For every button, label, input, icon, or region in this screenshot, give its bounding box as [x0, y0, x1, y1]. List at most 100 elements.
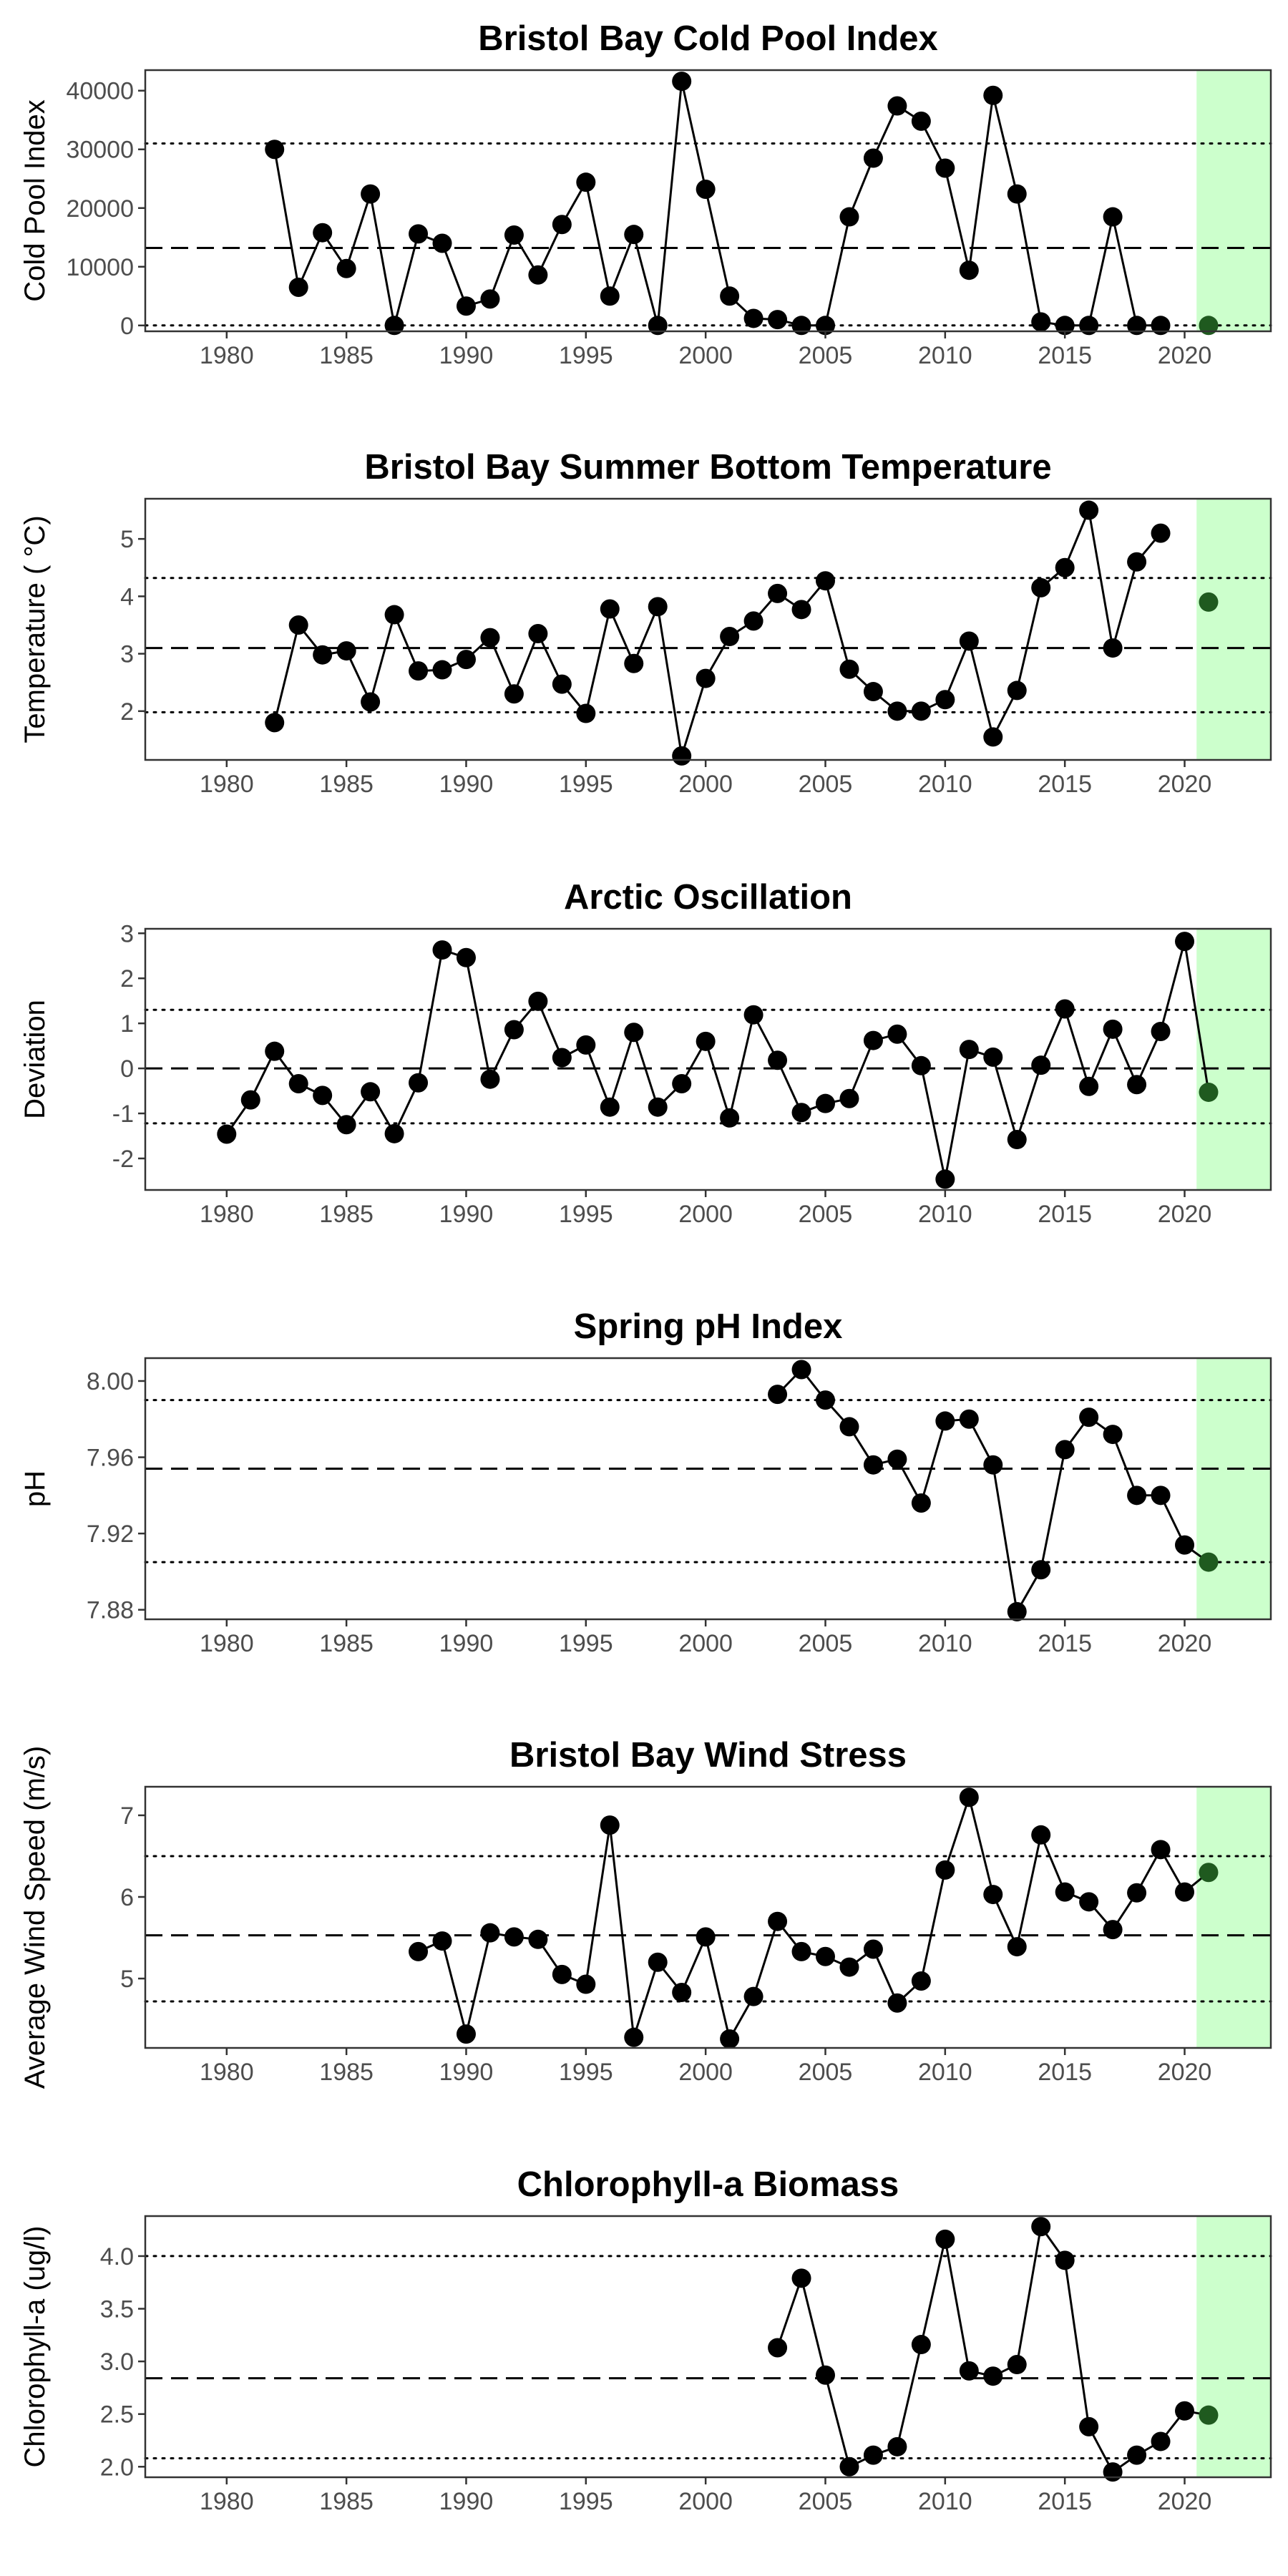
data-point: [1103, 1920, 1123, 1940]
last-data-point: [1199, 1863, 1219, 1883]
data-point: [336, 641, 356, 661]
data-point: [815, 571, 835, 591]
data-point: [648, 597, 668, 617]
plot-border: [144, 497, 1272, 761]
data-point: [1007, 184, 1027, 204]
highlight-band: [1196, 929, 1271, 1190]
data-point: [911, 1493, 931, 1513]
x-tick-label: 1985: [319, 1630, 374, 1657]
data-point: [1103, 1019, 1123, 1039]
data-point: [1127, 552, 1147, 572]
data-point: [1127, 1485, 1147, 1506]
data-point: [935, 158, 955, 178]
data-point: [983, 1455, 1003, 1475]
chart-title: Chlorophyll-a Biomass: [517, 2165, 899, 2204]
data-point: [265, 140, 285, 160]
data-point: [432, 1931, 452, 1951]
data-point: [935, 2229, 955, 2249]
data-point: [432, 660, 452, 680]
data-point: [1151, 1021, 1171, 1041]
data-point: [313, 223, 333, 243]
data-point: [696, 668, 716, 688]
data-point: [959, 260, 979, 280]
x-tick-label: 1985: [319, 1201, 374, 1228]
data-point: [600, 1097, 620, 1117]
data-point: [456, 296, 476, 316]
data-point: [1175, 1882, 1195, 1902]
data-point: [265, 713, 285, 733]
data-point: [288, 277, 308, 297]
data-point: [1055, 1440, 1075, 1460]
chart-title: Bristol Bay Cold Pool Index: [478, 19, 938, 58]
y-axis-label: Average Wind Speed (m/s): [19, 1746, 51, 2089]
data-point: [743, 1005, 763, 1025]
y-axis-label: pH: [19, 1470, 51, 1507]
data-point: [983, 85, 1003, 105]
data-point: [768, 1050, 788, 1070]
data-point: [409, 224, 429, 244]
last-data-point: [1199, 1082, 1219, 1102]
data-point: [480, 289, 500, 309]
y-tick-label: 2.5: [100, 2401, 134, 2429]
data-point: [743, 1986, 763, 2006]
x-tick-label: 1980: [200, 2488, 254, 2515]
x-tick-label: 2000: [678, 771, 733, 798]
data-point: [1079, 1076, 1099, 1096]
x-tick-label: 1990: [439, 342, 494, 369]
x-tick-label: 1990: [439, 2059, 494, 2086]
data-point: [1055, 999, 1075, 1019]
data-point: [743, 308, 763, 328]
y-tick-label: 0: [120, 313, 134, 340]
data-point: [815, 2365, 835, 2385]
x-tick-label: 1990: [439, 1630, 494, 1657]
x-tick-label: 1995: [559, 2059, 613, 2086]
data-point: [552, 215, 572, 235]
y-tick-label: 30000: [66, 137, 134, 164]
data-point: [935, 1411, 955, 1431]
data-point: [863, 1455, 883, 1475]
data-point: [480, 628, 500, 648]
data-point: [935, 1169, 955, 1189]
plot-border: [144, 69, 1272, 333]
data-point: [361, 692, 381, 712]
data-point: [911, 1055, 931, 1075]
x-tick-label: 1995: [559, 771, 613, 798]
data-point: [265, 1041, 285, 1061]
data-point: [313, 1085, 333, 1106]
y-axis-label: Cold Pool Index: [19, 99, 51, 301]
data-point: [863, 682, 883, 702]
chart-title: Bristol Bay Summer Bottom Temperature: [364, 448, 1051, 487]
x-tick-label: 2005: [799, 342, 853, 369]
data-point: [791, 2268, 811, 2288]
data-point: [504, 1020, 524, 1040]
data-point: [528, 624, 548, 644]
data-point: [839, 207, 859, 227]
data-point: [1007, 680, 1027, 701]
data-point: [600, 286, 620, 306]
y-tick-label: 4: [120, 583, 134, 610]
series-line: [273, 506, 1162, 756]
data-point: [768, 583, 788, 603]
y-tick-label: 5: [120, 526, 134, 553]
data-point: [1127, 1883, 1147, 1903]
y-tick-label: 6: [120, 1884, 134, 1911]
x-tick-label: 2010: [918, 1201, 972, 1228]
x-tick-label: 1985: [319, 342, 374, 369]
data-point: [720, 286, 740, 306]
y-tick-label: 3: [120, 920, 134, 947]
y-tick-label: 3: [120, 641, 134, 668]
series-line: [417, 1793, 1209, 2042]
x-tick-label: 2000: [678, 2059, 733, 2086]
data-point: [1103, 2462, 1123, 2482]
y-tick-label: 7.92: [87, 1521, 134, 1548]
data-point: [1151, 2431, 1171, 2451]
data-point: [959, 1409, 979, 1429]
x-tick-label: 2015: [1038, 342, 1092, 369]
data-point: [552, 674, 572, 694]
y-axis-label: Chlorophyll-a (ug/l): [19, 2226, 51, 2468]
data-point: [1055, 316, 1075, 336]
x-tick-label: 2020: [1158, 342, 1212, 369]
data-point: [576, 172, 596, 192]
data-point: [528, 991, 548, 1011]
data-point: [240, 1090, 260, 1110]
